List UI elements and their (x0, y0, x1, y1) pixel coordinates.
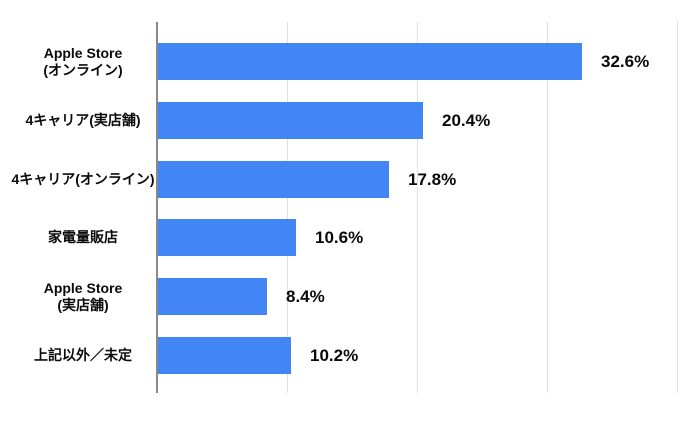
bar (158, 102, 423, 139)
value-label: 10.2% (310, 345, 359, 365)
category-label-line: 家電量販店 (48, 229, 118, 245)
category-label: Apple Store (オンライン) (8, 43, 158, 80)
bar (158, 43, 582, 80)
value-label: 32.6% (601, 51, 650, 71)
value-label: 8.4% (286, 286, 325, 306)
gridline-20pct (417, 22, 418, 393)
category-label-line: (実店舗) (57, 296, 109, 313)
bar (158, 161, 389, 198)
bar (158, 219, 296, 256)
bar (158, 337, 291, 374)
category-label-line: Apple Store (43, 279, 123, 296)
category-label: 4キャリア(実店舗) (8, 102, 158, 139)
gridline-30pct (547, 22, 548, 393)
category-label-line: 上記以外／未定 (34, 347, 132, 363)
plot-area (156, 22, 678, 393)
category-label-line: 4キャリア(オンライン) (11, 171, 155, 187)
y-axis-line (156, 22, 158, 393)
value-label: 10.6% (315, 227, 364, 247)
gridline-10pct (287, 22, 288, 393)
category-label-line: (オンライン) (43, 61, 123, 78)
category-label: 家電量販店 (8, 219, 158, 256)
value-label: 17.8% (408, 169, 457, 189)
value-label: 20.4% (442, 110, 491, 130)
gridline-40pct (677, 22, 678, 393)
category-label-line: Apple Store (43, 44, 123, 61)
category-label: 4キャリア(オンライン) (8, 161, 158, 198)
bar (158, 278, 267, 315)
category-label: 上記以外／未定 (8, 337, 158, 374)
category-label: Apple Store (実店舗) (8, 278, 158, 315)
category-label-line: 4キャリア(実店舗) (25, 112, 141, 128)
